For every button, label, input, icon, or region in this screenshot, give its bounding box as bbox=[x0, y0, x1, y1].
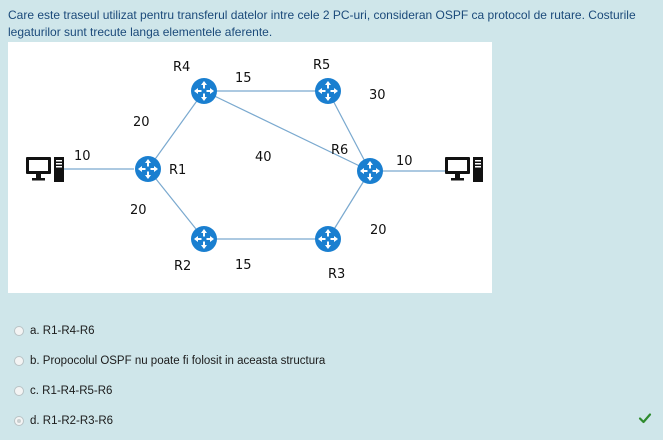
option-d[interactable]: d. R1-R2-R3-R6 bbox=[14, 406, 654, 436]
link-r5-r6 bbox=[327, 90, 371, 172]
cost-label: 40 bbox=[255, 150, 272, 165]
router-label-r2: R2 bbox=[174, 259, 191, 274]
cost-label: 15 bbox=[235, 71, 252, 86]
link-r3-r6 bbox=[327, 170, 371, 240]
option-b[interactable]: b. Propocolul OSPF nu poate fi folosit i… bbox=[14, 346, 654, 376]
link-r1-r4 bbox=[147, 90, 205, 170]
links bbox=[60, 90, 448, 240]
router-label-r5: R5 bbox=[313, 58, 330, 73]
cost-label: 30 bbox=[369, 88, 386, 103]
router-icon bbox=[191, 78, 217, 104]
router-icon bbox=[191, 226, 217, 252]
answer-options: a. R1-R4-R6 b. Propocolul OSPF nu poate … bbox=[14, 316, 654, 436]
network-diagram: R1 R4 R5 R6 R2 R3 10 20 20 15 40 30 15 2… bbox=[8, 42, 492, 293]
check-icon bbox=[638, 413, 652, 424]
router-icon bbox=[315, 78, 341, 104]
computer-icon bbox=[26, 157, 64, 182]
radio-button[interactable] bbox=[14, 356, 24, 366]
router-icon bbox=[135, 156, 161, 182]
link-r4-r6 bbox=[203, 90, 371, 172]
radio-button-selected[interactable] bbox=[14, 416, 24, 426]
cost-label: 20 bbox=[370, 223, 387, 238]
cost-label: 20 bbox=[130, 203, 147, 218]
option-a[interactable]: a. R1-R4-R6 bbox=[14, 316, 654, 346]
router-label-r3: R3 bbox=[328, 267, 345, 282]
radio-button[interactable] bbox=[14, 326, 24, 336]
topology-svg: R1 R4 R5 R6 R2 R3 10 20 20 15 40 30 15 2… bbox=[26, 58, 483, 282]
option-label: a. R1-R4-R6 bbox=[30, 325, 95, 337]
router-label-r6: R6 bbox=[331, 143, 348, 158]
cost-label: 10 bbox=[74, 149, 91, 164]
computer-icon bbox=[445, 157, 483, 182]
router-label-r1: R1 bbox=[169, 163, 186, 178]
option-c[interactable]: c. R1-R4-R5-R6 bbox=[14, 376, 654, 406]
question-text: Care este traseul utilizat pentru transf… bbox=[8, 8, 636, 39]
option-label: c. R1-R4-R5-R6 bbox=[30, 385, 113, 397]
router-label-r4: R4 bbox=[173, 60, 190, 75]
option-label: d. R1-R2-R3-R6 bbox=[30, 415, 114, 427]
router-icon bbox=[315, 226, 341, 252]
cost-label: 10 bbox=[396, 154, 413, 169]
option-label: b. Propocolul OSPF nu poate fi folosit i… bbox=[30, 355, 326, 367]
link-r1-r2 bbox=[147, 168, 205, 240]
radio-button[interactable] bbox=[14, 386, 24, 396]
router-icon bbox=[357, 158, 383, 184]
cost-label: 15 bbox=[235, 258, 252, 273]
cost-label: 20 bbox=[133, 115, 150, 130]
